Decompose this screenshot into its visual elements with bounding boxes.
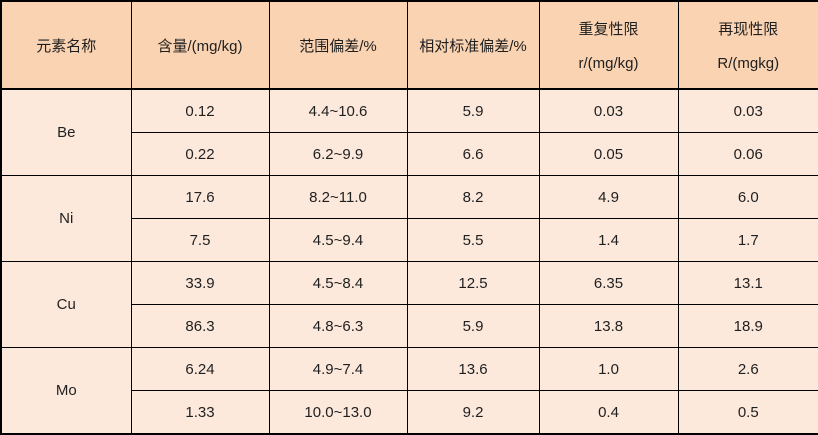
data-cell: 0.03	[539, 89, 678, 133]
table-row: Ni 17.6 8.2~11.0 8.2 4.9 6.0	[1, 176, 818, 219]
data-cell: 33.9	[131, 262, 269, 305]
table-header: 元素名称 含量/(mg/kg) 范围偏差/% 相对标准偏差/% 重复性限 r/(…	[1, 1, 818, 89]
data-cell: 5.9	[407, 89, 539, 133]
header-sublabel: r/(mg/kg)	[579, 55, 639, 72]
data-cell: 2.6	[678, 348, 818, 391]
header-row: 元素名称 含量/(mg/kg) 范围偏差/% 相对标准偏差/% 重复性限 r/(…	[1, 1, 818, 89]
data-cell: 4.5~8.4	[269, 262, 407, 305]
header-label: 含量/(mg/kg)	[157, 38, 242, 55]
header-content: 含量/(mg/kg)	[131, 1, 269, 89]
element-cell-be: Be	[1, 89, 131, 176]
header-stack: 重复性限 r/(mg/kg)	[540, 2, 678, 88]
data-cell: 6.35	[539, 262, 678, 305]
data-cell: 4.4~10.6	[269, 89, 407, 133]
data-cell: 0.06	[678, 133, 818, 176]
data-cell: 8.2	[407, 176, 539, 219]
table-row: Cu 33.9 4.5~8.4 12.5 6.35 13.1	[1, 262, 818, 305]
data-cell: 13.1	[678, 262, 818, 305]
data-cell: 0.5	[678, 391, 818, 435]
data-cell: 8.2~11.0	[269, 176, 407, 219]
header-label: 元素名称	[36, 38, 96, 55]
header-stack: 再现性限 R/(mgkg)	[679, 2, 818, 88]
data-cell: 0.03	[678, 89, 818, 133]
header-label: 相对标准偏差/%	[419, 38, 527, 55]
data-cell: 17.6	[131, 176, 269, 219]
header-element-name: 元素名称	[1, 1, 131, 89]
element-cell-cu: Cu	[1, 262, 131, 348]
data-cell: 5.5	[407, 219, 539, 262]
data-cell: 1.0	[539, 348, 678, 391]
data-cell: 18.9	[678, 305, 818, 348]
table-body: Be 0.12 4.4~10.6 5.9 0.03 0.03 0.22 6.2~…	[1, 89, 818, 434]
data-cell: 7.5	[131, 219, 269, 262]
data-cell: 4.8~6.3	[269, 305, 407, 348]
data-cell: 6.0	[678, 176, 818, 219]
data-cell: 10.0~13.0	[269, 391, 407, 435]
data-cell: 6.6	[407, 133, 539, 176]
data-cell: 6.2~9.9	[269, 133, 407, 176]
data-cell: 6.24	[131, 348, 269, 391]
data-cell: 1.4	[539, 219, 678, 262]
element-cell-ni: Ni	[1, 176, 131, 262]
data-cell: 4.9	[539, 176, 678, 219]
data-cell: 0.4	[539, 391, 678, 435]
data-cell: 0.05	[539, 133, 678, 176]
header-label: 范围偏差/%	[299, 38, 377, 55]
data-cell: 5.9	[407, 305, 539, 348]
data-cell: 12.5	[407, 262, 539, 305]
header-reproducibility-limit: 再现性限 R/(mgkg)	[678, 1, 818, 89]
data-cell: 13.8	[539, 305, 678, 348]
header-repeatability-limit: 重复性限 r/(mg/kg)	[539, 1, 678, 89]
table-row: Mo 6.24 4.9~7.4 13.6 1.0 2.6	[1, 348, 818, 391]
header-relative-std-deviation: 相对标准偏差/%	[407, 1, 539, 89]
header-label: 重复性限	[578, 18, 638, 39]
data-cell: 86.3	[131, 305, 269, 348]
table-row: Be 0.12 4.4~10.6 5.9 0.03 0.03	[1, 89, 818, 133]
data-cell: 4.5~9.4	[269, 219, 407, 262]
data-cell: 1.7	[678, 219, 818, 262]
data-cell: 0.12	[131, 89, 269, 133]
data-cell: 13.6	[407, 348, 539, 391]
header-sublabel: R/(mgkg)	[717, 55, 779, 72]
data-cell: 0.22	[131, 133, 269, 176]
data-cell: 9.2	[407, 391, 539, 435]
data-cell: 1.33	[131, 391, 269, 435]
header-range-deviation: 范围偏差/%	[269, 1, 407, 89]
element-cell-mo: Mo	[1, 348, 131, 435]
data-cell: 4.9~7.4	[269, 348, 407, 391]
header-label: 再现性限	[718, 18, 778, 39]
